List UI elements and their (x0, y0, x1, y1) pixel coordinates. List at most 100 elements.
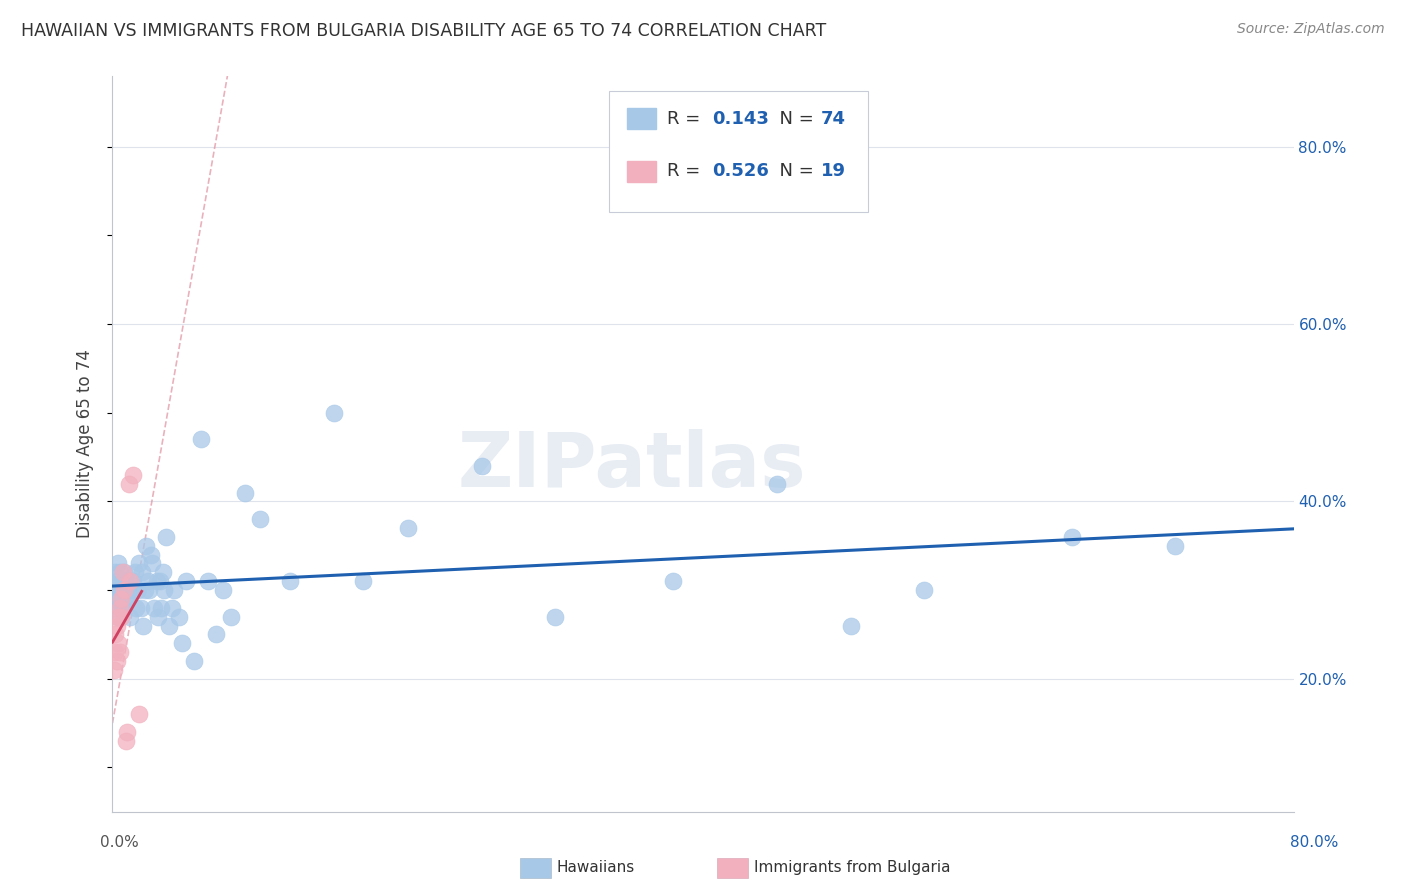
Text: Immigrants from Bulgaria: Immigrants from Bulgaria (754, 860, 950, 874)
Point (118, 476, 141, 491)
Point (105, 600, 128, 615)
Point (107, 636, 129, 650)
Text: Hawaiians: Hawaiians (557, 860, 636, 874)
Point (117, 725, 138, 739)
Point (120, 609, 142, 624)
Point (128, 707, 150, 722)
Point (121, 583, 143, 598)
Point (142, 600, 165, 615)
Point (170, 636, 193, 650)
Point (150, 600, 173, 615)
Text: Source: ZipAtlas.com: Source: ZipAtlas.com (1237, 22, 1385, 37)
Point (105, 654, 128, 668)
Point (110, 591, 132, 606)
Point (174, 574, 197, 589)
Point (470, 458, 494, 473)
Text: R =: R = (668, 162, 706, 180)
Point (352, 574, 374, 589)
Text: R =: R = (668, 110, 706, 128)
Point (157, 618, 180, 632)
Point (146, 574, 169, 589)
Point (117, 591, 138, 606)
Point (110, 591, 132, 606)
Text: 0.0%: 0.0% (100, 836, 139, 850)
Text: ZIPatlas: ZIPatlas (458, 429, 807, 503)
Point (152, 566, 174, 580)
Text: 0.143: 0.143 (713, 110, 769, 128)
Text: N =: N = (768, 162, 820, 180)
Point (111, 574, 134, 589)
Point (219, 609, 242, 624)
Point (105, 618, 128, 632)
Point (108, 583, 131, 598)
Point (127, 583, 149, 598)
Point (155, 530, 177, 544)
Point (114, 733, 136, 747)
Point (112, 583, 135, 598)
Text: 19: 19 (821, 162, 846, 180)
FancyBboxPatch shape (627, 161, 655, 182)
Point (249, 512, 271, 526)
Point (105, 583, 128, 598)
Point (111, 600, 134, 615)
Point (117, 574, 138, 589)
Point (190, 433, 212, 447)
Point (110, 609, 132, 624)
Point (662, 574, 685, 589)
Point (131, 566, 153, 580)
Point (163, 583, 186, 598)
Point (111, 583, 134, 598)
Point (839, 618, 862, 632)
Point (108, 600, 131, 615)
Point (107, 557, 129, 571)
Point (197, 574, 219, 589)
Point (129, 600, 152, 615)
Point (167, 609, 190, 624)
Point (149, 574, 172, 589)
Point (136, 574, 159, 589)
Point (111, 566, 134, 580)
Point (104, 566, 127, 580)
Point (114, 574, 136, 589)
Point (153, 583, 176, 598)
Point (914, 583, 936, 598)
Point (122, 574, 145, 589)
Y-axis label: Disability Age 65 to 74: Disability Age 65 to 74 (76, 350, 94, 538)
Point (120, 574, 142, 589)
Point (132, 618, 155, 632)
Point (128, 557, 150, 571)
Point (766, 476, 789, 491)
Point (148, 609, 170, 624)
Point (135, 539, 157, 553)
Point (122, 467, 145, 482)
Point (103, 583, 125, 598)
Point (141, 557, 163, 571)
Point (103, 663, 125, 677)
Point (108, 645, 131, 659)
Point (233, 485, 256, 500)
Point (104, 591, 127, 606)
Point (396, 521, 419, 535)
Point (112, 583, 135, 598)
Point (212, 583, 235, 598)
Text: HAWAIIAN VS IMMIGRANTS FROM BULGARIA DISABILITY AGE 65 TO 74 CORRELATION CHART: HAWAIIAN VS IMMIGRANTS FROM BULGARIA DIS… (21, 22, 827, 40)
Point (112, 566, 135, 580)
Point (323, 406, 346, 420)
Point (125, 600, 148, 615)
Point (121, 574, 143, 589)
Point (108, 566, 131, 580)
FancyBboxPatch shape (627, 108, 655, 128)
Point (1164, 539, 1187, 553)
Point (205, 627, 228, 641)
Point (114, 591, 136, 606)
FancyBboxPatch shape (609, 90, 869, 212)
Point (544, 609, 567, 624)
Point (118, 583, 141, 598)
Text: N =: N = (768, 110, 820, 128)
Text: 0.526: 0.526 (713, 162, 769, 180)
Point (108, 600, 131, 615)
Point (183, 654, 205, 668)
Point (134, 583, 156, 598)
Point (138, 583, 160, 598)
Text: 74: 74 (821, 110, 846, 128)
